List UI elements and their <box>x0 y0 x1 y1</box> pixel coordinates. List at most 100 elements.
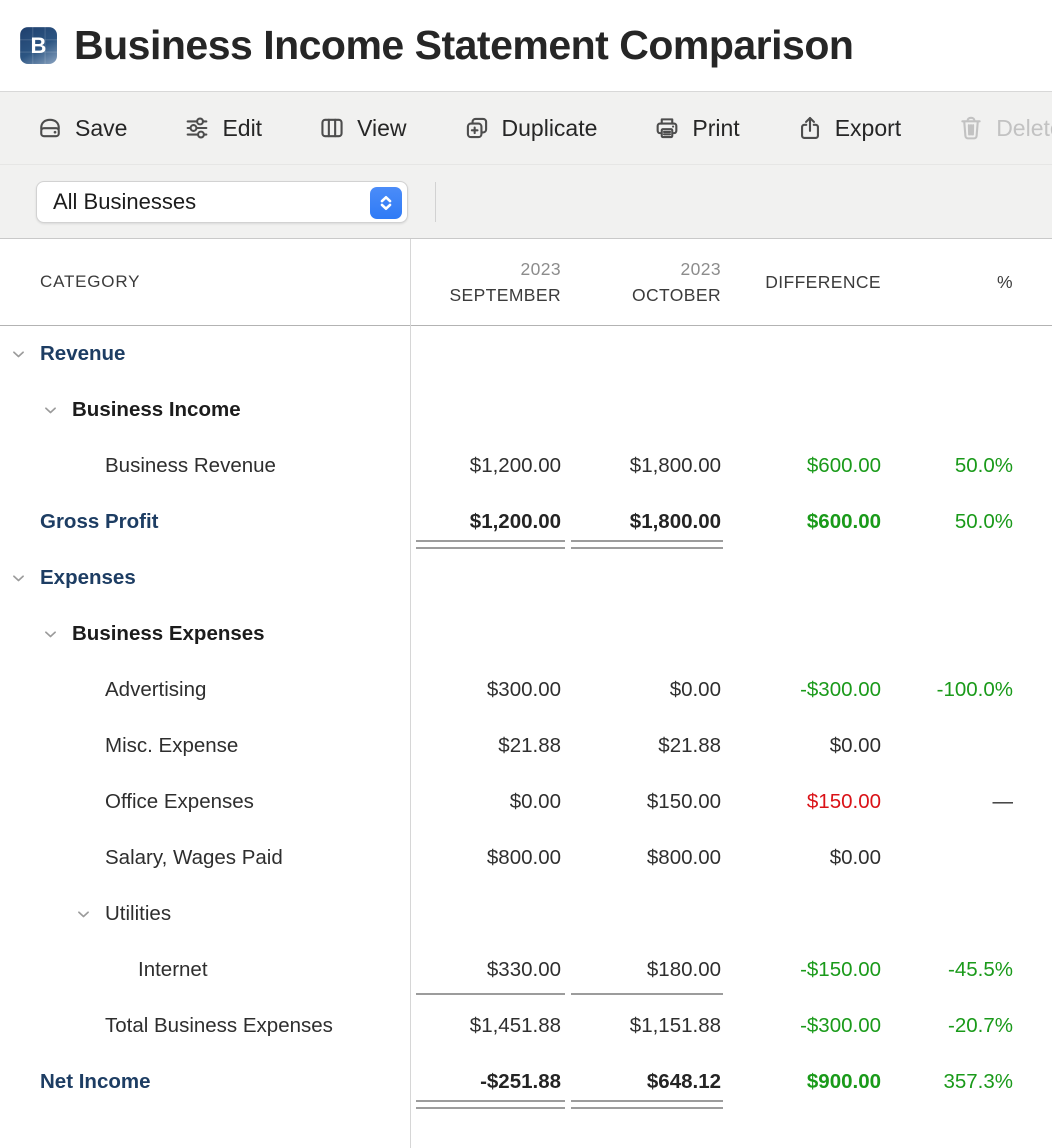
row-label: Utilities <box>105 902 172 925</box>
chevron-down-icon[interactable] <box>42 402 59 419</box>
duplicate-button[interactable]: Duplicate <box>463 114 597 142</box>
table-row: Misc. Expense $21.88 $21.88 $0.00 <box>0 718 1052 774</box>
cell-september: $300.00 <box>486 678 561 701</box>
cell-difference: -$300.00 <box>800 1014 881 1037</box>
duplicate-icon <box>466 117 487 139</box>
report-table: CATEGORY 2023 SEPTEMBER 2023 OCTOBER DIF… <box>0 239 1052 1148</box>
table-row: Business Revenue $1,200.00 $1,800.00 $60… <box>0 438 1052 494</box>
business-selector[interactable]: All Businesses <box>36 180 408 223</box>
business-selector-value: All Businesses <box>53 188 197 214</box>
cell-difference <box>723 606 881 662</box>
cell-september: -$251.88 <box>410 1054 565 1110</box>
view-label: View <box>357 114 407 141</box>
table-row: Expenses <box>0 550 1052 606</box>
cell-percent <box>881 606 1013 662</box>
cell-difference <box>723 886 881 942</box>
row-label: Misc. Expense <box>105 734 239 757</box>
cell-percent <box>881 550 1013 606</box>
chevron-down-icon[interactable] <box>10 346 27 363</box>
cell-september <box>410 606 565 662</box>
cell-difference: $150.00 <box>806 790 881 813</box>
cell-percent <box>881 382 1013 438</box>
table-row: Utilities <box>0 886 1052 942</box>
trash-icon <box>961 116 981 140</box>
row-label: Total Business Expenses <box>105 1014 333 1037</box>
cell-october <box>565 382 723 438</box>
cell-percent: -20.7% <box>948 1014 1013 1037</box>
cell-september: $1,200.00 <box>469 454 561 477</box>
cell-percent: -45.5% <box>948 958 1013 981</box>
table-row: Business Expenses <box>0 606 1052 662</box>
cell-difference <box>723 550 881 606</box>
table-row: Salary, Wages Paid $800.00 $800.00 $0.00 <box>0 830 1052 886</box>
row-label: Gross Profit <box>40 510 159 533</box>
page-title: Business Income Statement Comparison <box>74 22 854 68</box>
share-export-icon <box>800 116 819 139</box>
column-header-september: 2023 SEPTEMBER <box>449 258 561 305</box>
cell-percent <box>881 718 1013 774</box>
chevron-down-icon[interactable] <box>10 570 27 587</box>
cell-september: $330.00 <box>410 942 565 998</box>
row-label: Net Income <box>40 1070 151 1093</box>
cell-difference <box>723 326 881 382</box>
title-bar: B Business Income Statement Comparison <box>0 0 1052 91</box>
cell-october <box>565 550 723 606</box>
table-row: Revenue <box>0 326 1052 382</box>
cell-september: $800.00 <box>486 846 561 869</box>
cell-september: $0.00 <box>509 790 561 813</box>
column-header-difference: DIFFERENCE <box>765 271 881 292</box>
cell-september: $1,451.88 <box>469 1014 561 1037</box>
app-icon: B <box>20 27 57 64</box>
cell-october: $1,800.00 <box>565 494 723 550</box>
chevron-down-icon[interactable] <box>75 906 92 923</box>
cell-percent <box>881 830 1013 886</box>
cell-difference: -$300.00 <box>800 678 881 701</box>
cell-percent: 50.0% <box>954 510 1013 533</box>
toolbar: Save Edit View Duplicate <box>0 91 1052 165</box>
cell-october <box>565 326 723 382</box>
cell-difference: $900.00 <box>806 1070 881 1093</box>
table-body: Revenue Business Income Business Revenue… <box>0 326 1052 1110</box>
cell-percent: 357.3% <box>943 1070 1013 1093</box>
cell-october <box>565 886 723 942</box>
row-label: Revenue <box>40 342 126 365</box>
table-row: Gross Profit $1,200.00 $1,800.00 $600.00… <box>0 494 1052 550</box>
row-label: Business Income <box>72 398 241 421</box>
cell-difference: $0.00 <box>829 846 881 869</box>
row-label: Business Revenue <box>105 454 276 477</box>
print-button[interactable]: Print <box>653 114 740 142</box>
table-row: Internet $330.00 $180.00 -$150.00 -45.5% <box>0 942 1052 998</box>
cell-difference: -$150.00 <box>800 958 881 981</box>
columns-icon <box>321 118 343 138</box>
row-label: Expenses <box>40 566 136 589</box>
print-label: Print <box>692 114 740 141</box>
toolbar-divider <box>435 181 436 222</box>
cell-september: $21.88 <box>498 734 561 757</box>
cell-october: $1,151.88 <box>629 1014 721 1037</box>
table-row: Office Expenses $0.00 $150.00 $150.00 — <box>0 774 1052 830</box>
delete-button: Delete <box>957 114 1052 142</box>
row-label: Office Expenses <box>105 790 254 813</box>
filter-bar: All Businesses <box>0 165 1052 239</box>
export-button[interactable]: Export <box>796 114 901 142</box>
cell-october: $21.88 <box>658 734 721 757</box>
cell-september <box>410 550 565 606</box>
table-header-row: CATEGORY 2023 SEPTEMBER 2023 OCTOBER DIF… <box>0 239 1052 326</box>
cell-difference: $600.00 <box>806 454 881 477</box>
save-button[interactable]: Save <box>36 114 127 142</box>
edit-label: Edit <box>222 114 263 141</box>
cell-percent <box>881 886 1013 942</box>
column-header-percent: % <box>997 271 1013 292</box>
cell-october: $150.00 <box>646 790 721 813</box>
table-row: Net Income -$251.88 $648.12 $900.00 357.… <box>0 1054 1052 1110</box>
cell-october: $1,800.00 <box>629 454 721 477</box>
export-label: Export <box>834 114 902 141</box>
cell-october <box>565 606 723 662</box>
cell-october: $800.00 <box>646 846 721 869</box>
chevron-down-icon[interactable] <box>42 626 59 643</box>
row-label: Advertising <box>105 678 207 701</box>
sliders-icon <box>187 117 208 139</box>
view-button[interactable]: View <box>318 114 407 142</box>
edit-button[interactable]: Edit <box>183 114 262 142</box>
